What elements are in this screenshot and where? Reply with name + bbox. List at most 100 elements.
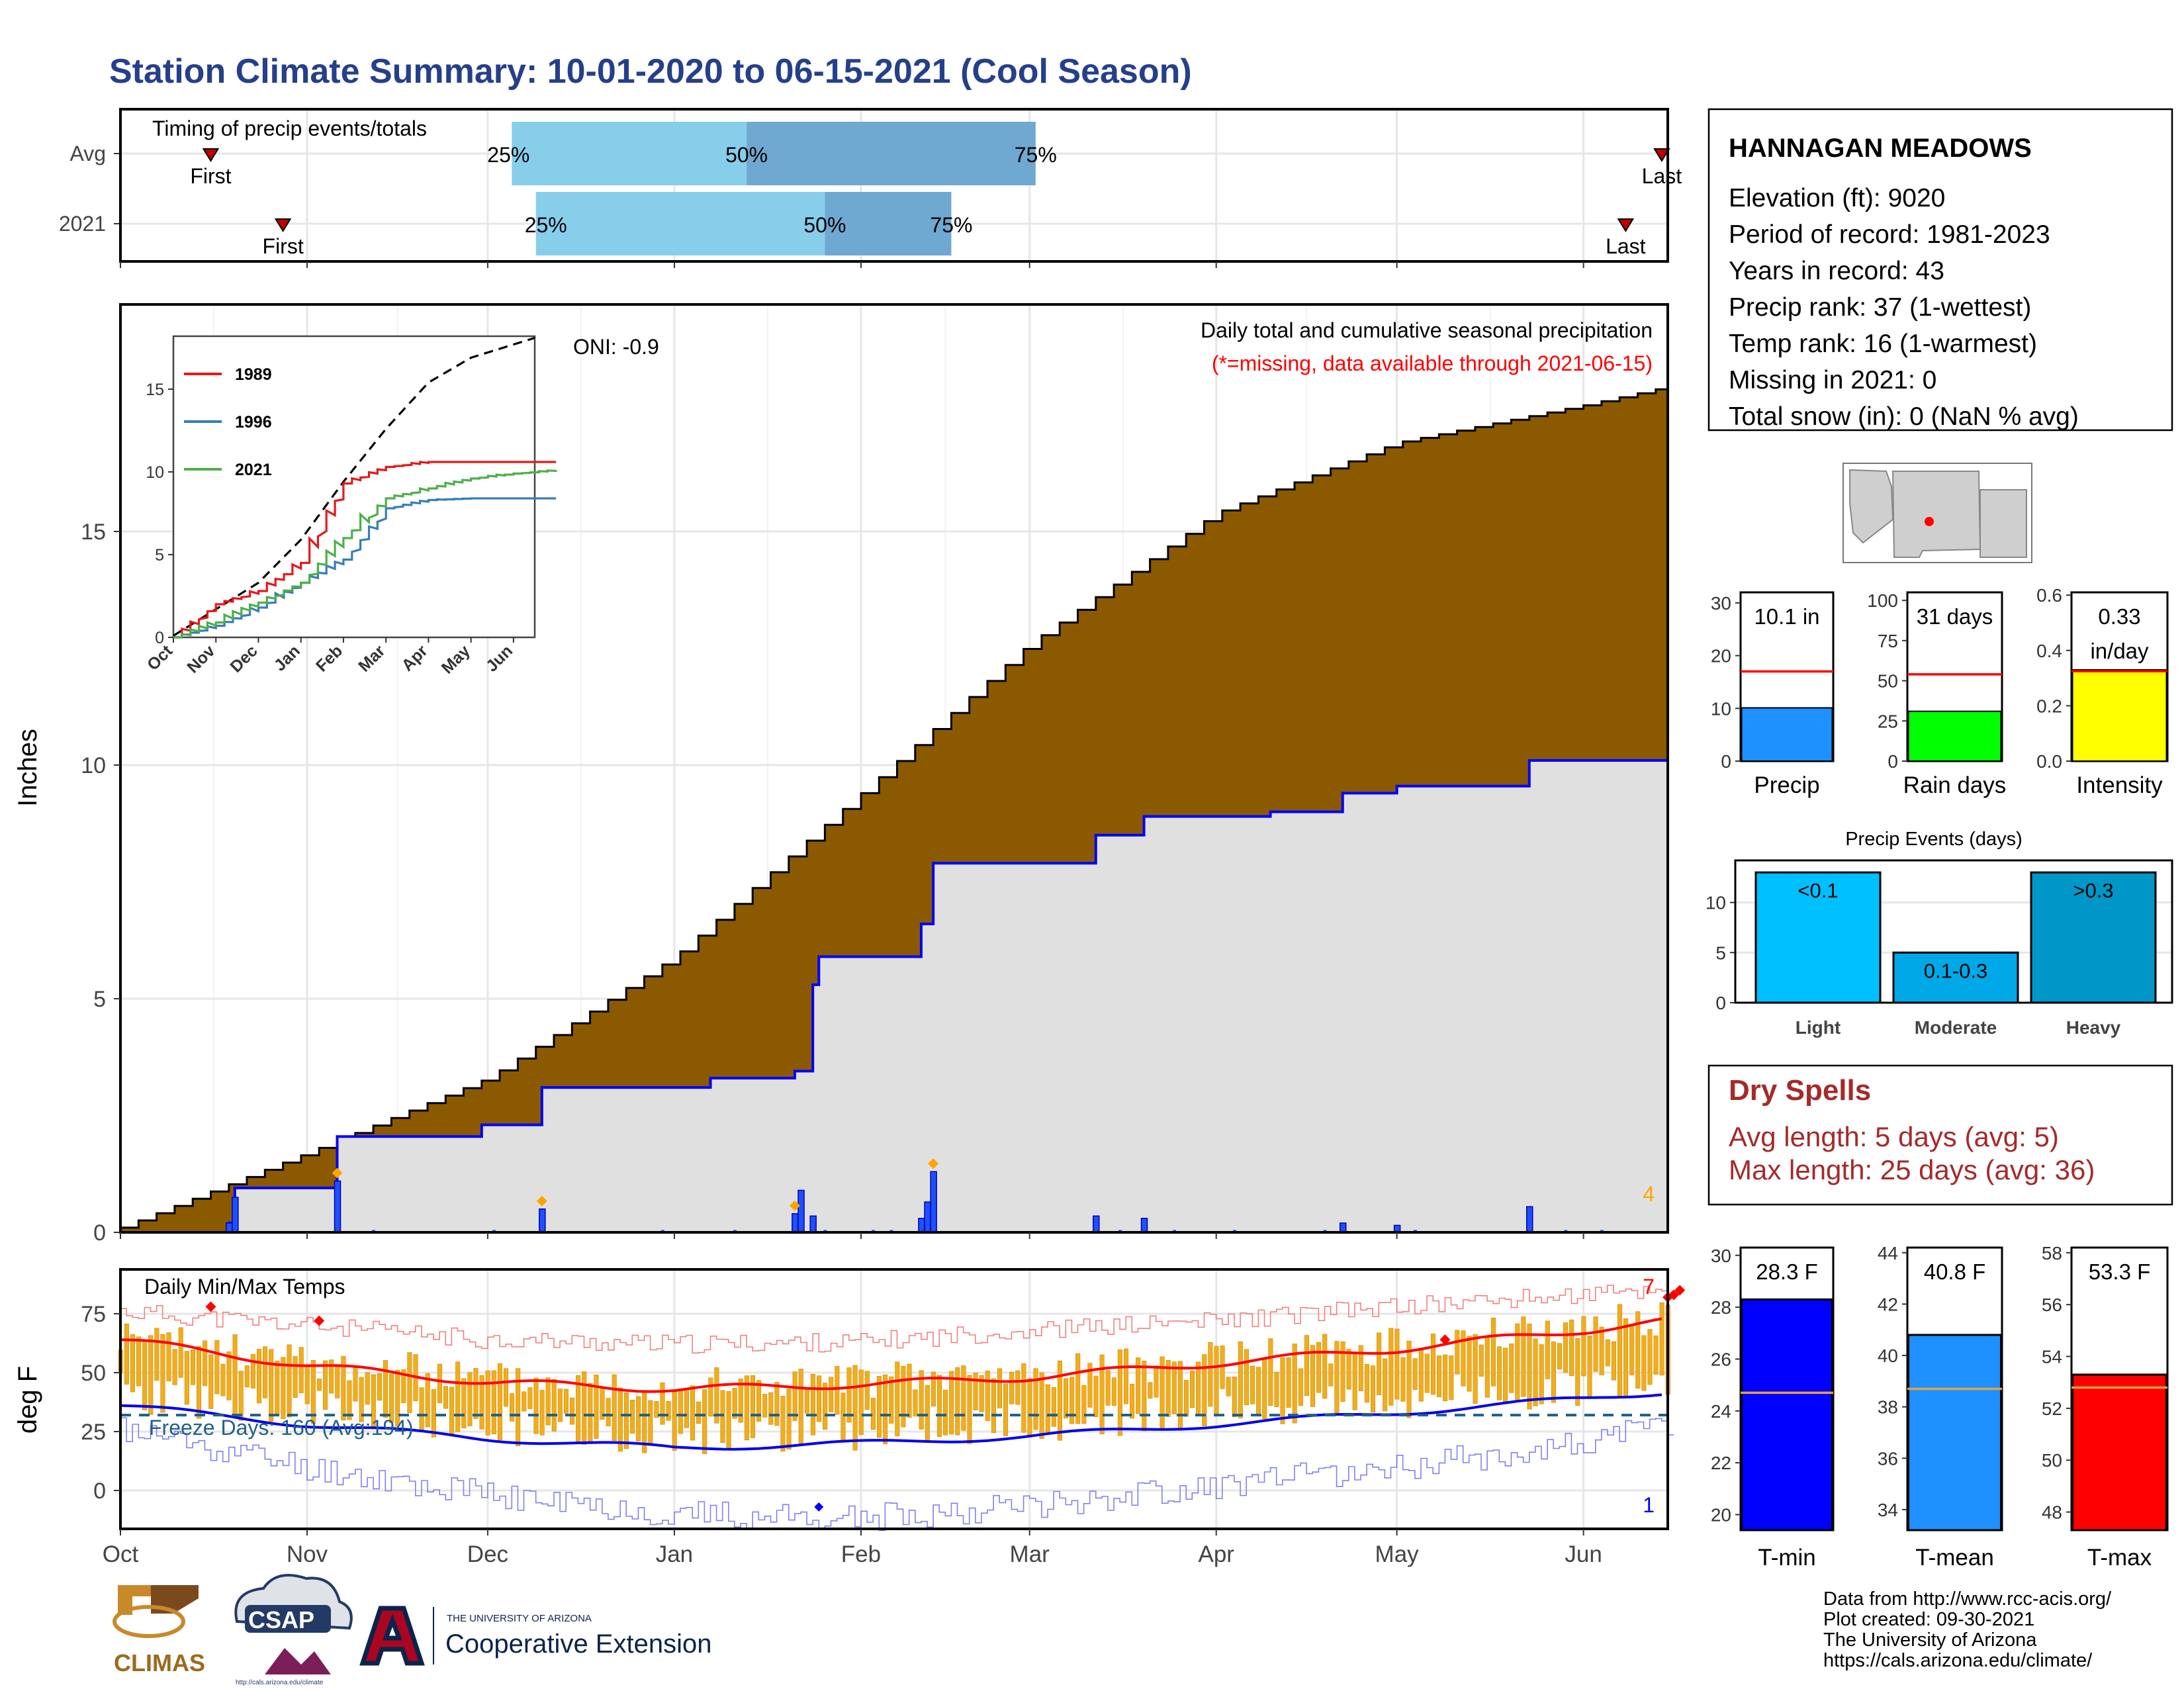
daily-temp-bar	[1202, 1354, 1207, 1426]
daily-temp-bar	[629, 1399, 635, 1434]
timing-marker-triangle	[202, 148, 220, 162]
daily-temp-bar	[244, 1365, 250, 1388]
csap-logo-url: http://cals.arizona.edu/climate	[236, 1679, 324, 1686]
daily-temp-bar	[1521, 1316, 1526, 1397]
timing-p75-label: 75%	[1015, 143, 1057, 167]
timing-marker-triangle	[1653, 148, 1670, 162]
events-bar-label: 0.1-0.3	[1924, 959, 1988, 982]
daily-temp-bar	[1148, 1382, 1153, 1399]
timing-marker-label: Last	[1642, 164, 1682, 188]
daily-temp-bar	[395, 1369, 400, 1427]
daily-temp-bar	[353, 1367, 358, 1402]
temp-y-tick-label: 75	[81, 1302, 106, 1327]
temp-bar-tick-label: 38	[1878, 1397, 1898, 1418]
daily-temp-bar	[347, 1380, 352, 1420]
daily-temp-bar	[437, 1363, 442, 1404]
daily-temp-bar	[925, 1385, 930, 1441]
daily-temp-bar	[895, 1361, 900, 1437]
month-tick-label: Dec	[467, 1541, 508, 1567]
arizona-shape	[1849, 469, 1894, 544]
daily-temp-bar	[1057, 1360, 1062, 1441]
daily-temp-bar	[1437, 1355, 1442, 1397]
precip-y-axis-label: Inches	[13, 729, 42, 807]
daily-precip-bar	[1339, 1222, 1347, 1233]
daily-temp-bar	[449, 1387, 455, 1437]
daily-temp-bar	[1647, 1329, 1653, 1385]
month-axis: Oct Nov Dec Jan Feb Mar Apr May Jun	[103, 1232, 1602, 1567]
timing-box-upper	[747, 122, 1036, 185]
daily-temp-bar	[341, 1355, 346, 1421]
daily-temp-bar	[1623, 1318, 1629, 1397]
station-line: Missing in 2021: 0	[1729, 366, 1936, 394]
daily-temp-bar	[203, 1340, 208, 1387]
daily-precip-bar	[1140, 1218, 1148, 1233]
daily-temp-bar	[1527, 1323, 1532, 1410]
temp-bar-tick-label: 48	[2042, 1502, 2062, 1523]
record-low-marker	[814, 1502, 824, 1512]
daily-temp-bar	[293, 1356, 298, 1398]
daily-temp-bar	[1316, 1342, 1322, 1393]
daily-temp-bar	[636, 1396, 641, 1442]
temp-bar-tick-label: 20	[1711, 1504, 1731, 1525]
temp-bar-value-label: 53.3 F	[2089, 1259, 2151, 1284]
daily-precip-bar	[1526, 1206, 1533, 1233]
record-min-line	[120, 1417, 1674, 1531]
daily-temp-bar	[648, 1400, 653, 1446]
daily-temp-bar	[275, 1361, 280, 1415]
daily-temp-bar	[522, 1391, 527, 1412]
mini-bar-tick-label: 0	[1888, 751, 1898, 772]
timing-p25-label: 25%	[525, 213, 567, 237]
daily-temp-bar	[1581, 1316, 1586, 1377]
timing-box-lower	[535, 192, 825, 255]
daily-temp-bar	[1557, 1343, 1563, 1370]
page-title: Station Climate Summary: 10-01-2020 to 0…	[109, 52, 1192, 91]
precip-events-chart: Precip Events (days) <0.1 Light 0.1-0.3 Mode…	[1706, 829, 2173, 1038]
mini-bar-label: Precip	[1754, 772, 1819, 798]
daily-temp-bar	[443, 1386, 449, 1409]
station-location-marker	[1925, 517, 1934, 526]
daily-temp-bar	[1171, 1361, 1177, 1414]
daily-temp-bar	[124, 1323, 129, 1385]
daily-temp-bar	[214, 1340, 220, 1394]
daily-temp-bar	[858, 1369, 864, 1435]
inset-frame	[172, 335, 536, 639]
daily-temp-bar	[287, 1344, 292, 1418]
daily-temp-bar	[768, 1392, 774, 1425]
daily-temp-bar	[1123, 1348, 1129, 1404]
daily-temp-bar	[377, 1373, 382, 1401]
extreme-precip-marker	[536, 1195, 547, 1207]
timing-marker-label: Last	[1606, 234, 1646, 258]
record-high-count: 7	[1643, 1275, 1655, 1299]
daily-temp-bar	[612, 1374, 617, 1441]
daily-temp-bar	[1449, 1355, 1454, 1400]
daily-temp-bar	[1250, 1365, 1255, 1404]
daily-temp-bar	[269, 1349, 274, 1422]
temp-bar-tick-label: 50	[2042, 1450, 2062, 1471]
month-tick-label: Mar	[1010, 1541, 1050, 1567]
daily-temp-bar	[1142, 1361, 1147, 1432]
temp-chart-title: Daily Min/Max Temps	[144, 1275, 345, 1299]
daily-temp-bar	[166, 1332, 171, 1381]
daily-temp-bar	[949, 1371, 954, 1435]
daily-temp-bar	[1268, 1338, 1273, 1406]
record-max-line	[120, 1285, 1674, 1354]
daily-temp-bar	[606, 1398, 611, 1426]
daily-temp-bar	[1274, 1371, 1279, 1407]
timing-p50-label: 50%	[803, 213, 846, 237]
timing-p25-label: 25%	[487, 143, 529, 167]
daily-temp-bar	[1262, 1359, 1267, 1420]
daily-temp-bar	[1051, 1387, 1056, 1427]
station-line: Precip rank: 37 (1-wettest)	[1729, 293, 2031, 322]
events-category-label: Light	[1796, 1017, 1841, 1038]
daily-temp-bar	[1334, 1341, 1340, 1414]
climas-logo-text: CLIMAS	[114, 1649, 205, 1676]
daily-temp-bar	[738, 1379, 743, 1423]
daily-temp-bar	[1587, 1336, 1592, 1397]
timing-box-upper	[825, 192, 952, 255]
daily-precip-bar	[226, 1222, 233, 1233]
temp-bar-value-label: 28.3 F	[1756, 1259, 1818, 1284]
daily-precip-bar	[930, 1171, 937, 1233]
precip-y-tick-label: 15	[81, 520, 106, 545]
mini-bar-tick-label: 10	[1711, 698, 1731, 719]
temp-bar-value	[1741, 1298, 1833, 1531]
